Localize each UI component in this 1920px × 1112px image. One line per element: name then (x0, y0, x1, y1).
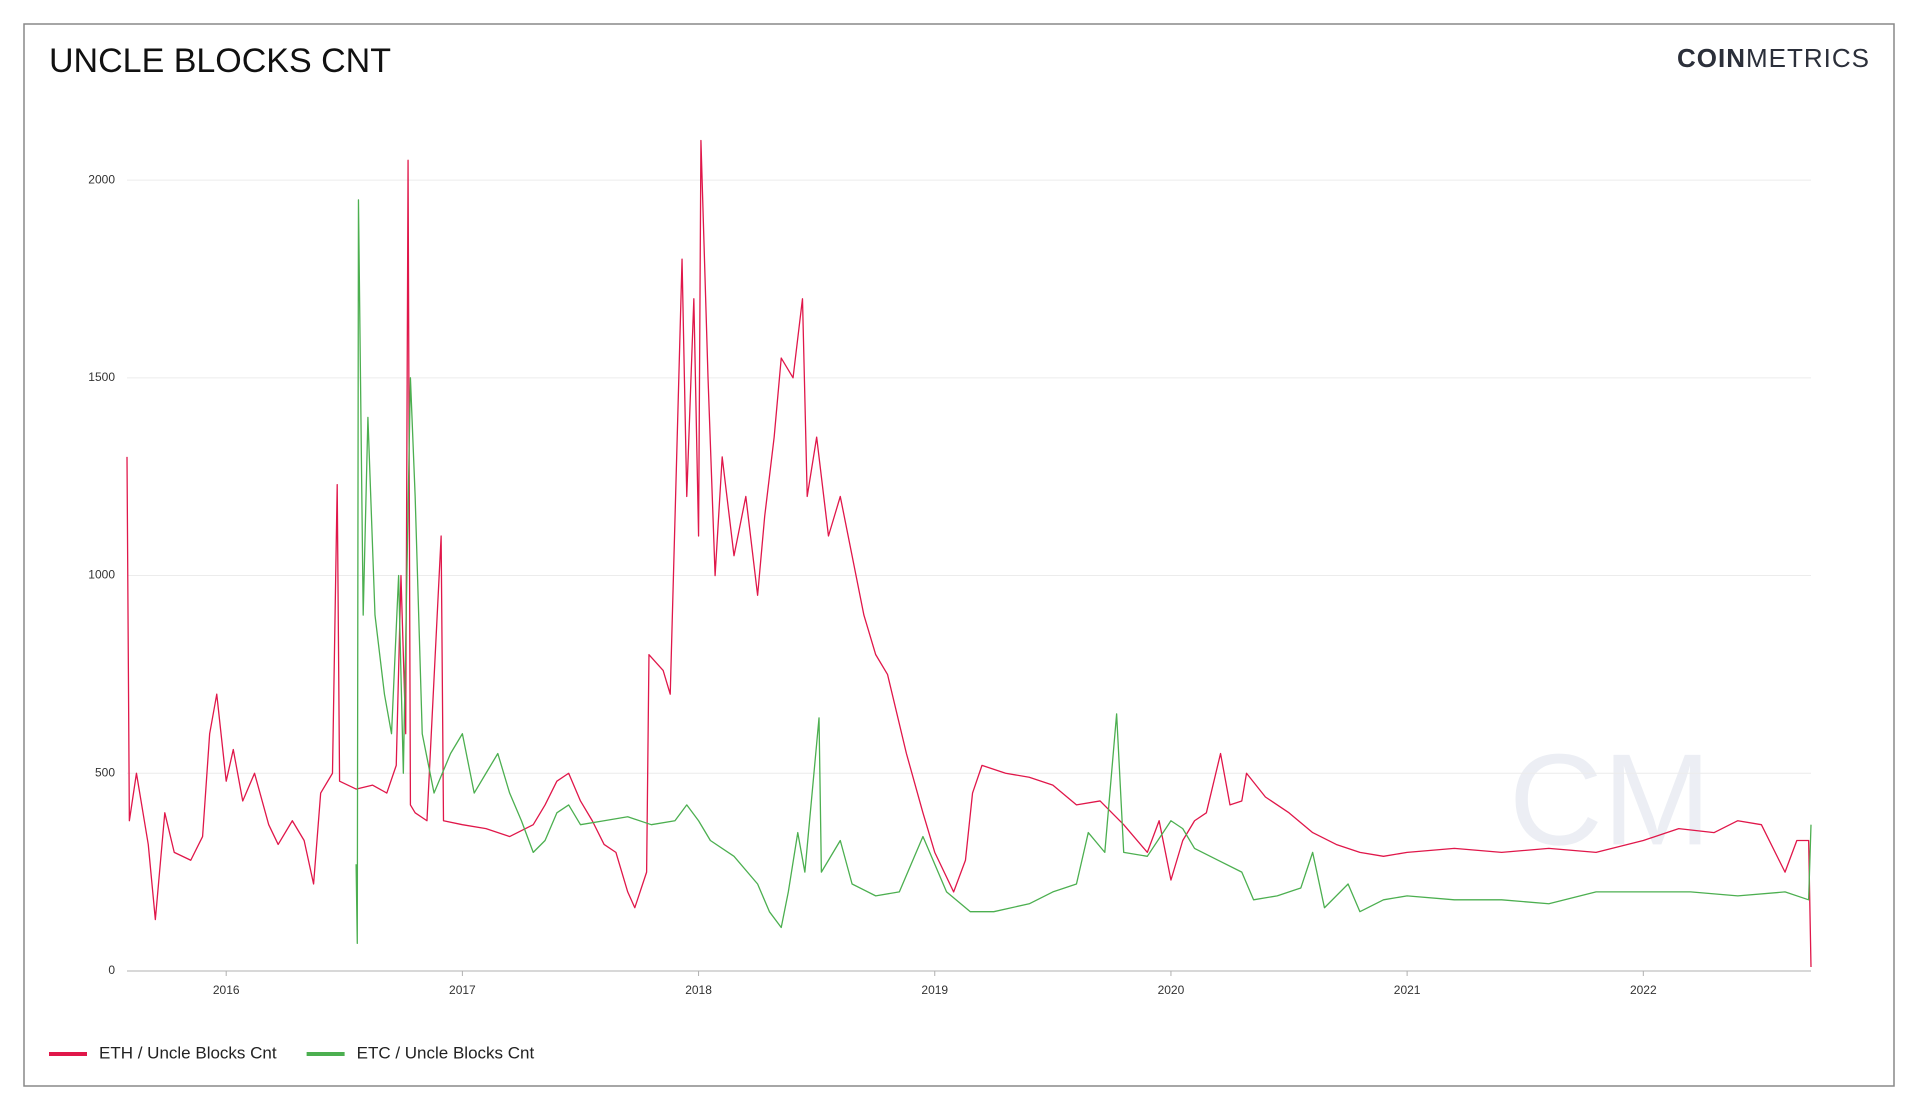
y-tick-label: 0 (108, 963, 115, 977)
chart-title: UNCLE BLOCKS CNT (49, 42, 391, 80)
x-tick-label: 2022 (1630, 983, 1657, 997)
frame (23, 23, 1895, 1087)
legend-label: ETH / Uncle Blocks Cnt (99, 1043, 277, 1062)
x-tick-label: 2017 (449, 983, 476, 997)
y-tick-label: 2000 (88, 172, 115, 186)
legend-label: ETC / Uncle Blocks Cnt (357, 1043, 535, 1062)
y-tick-label: 1500 (88, 370, 115, 384)
y-tick-label: 1000 (88, 568, 115, 582)
x-tick-label: 2018 (685, 983, 712, 997)
watermark: CM (1509, 726, 1711, 872)
x-tick-label: 2020 (1158, 983, 1185, 997)
logo-light: METRICS (1746, 43, 1870, 73)
data-line (126, 139, 1812, 968)
y-tick-label: 500 (95, 765, 115, 779)
logo-bold: COIN (1677, 43, 1746, 73)
x-tick-label: 2019 (921, 983, 948, 997)
x-tick-label: 2021 (1394, 983, 1421, 997)
logo: COINMETRICS (1677, 43, 1870, 73)
data-line (355, 199, 1812, 944)
x-tick-label: 2016 (213, 983, 240, 997)
